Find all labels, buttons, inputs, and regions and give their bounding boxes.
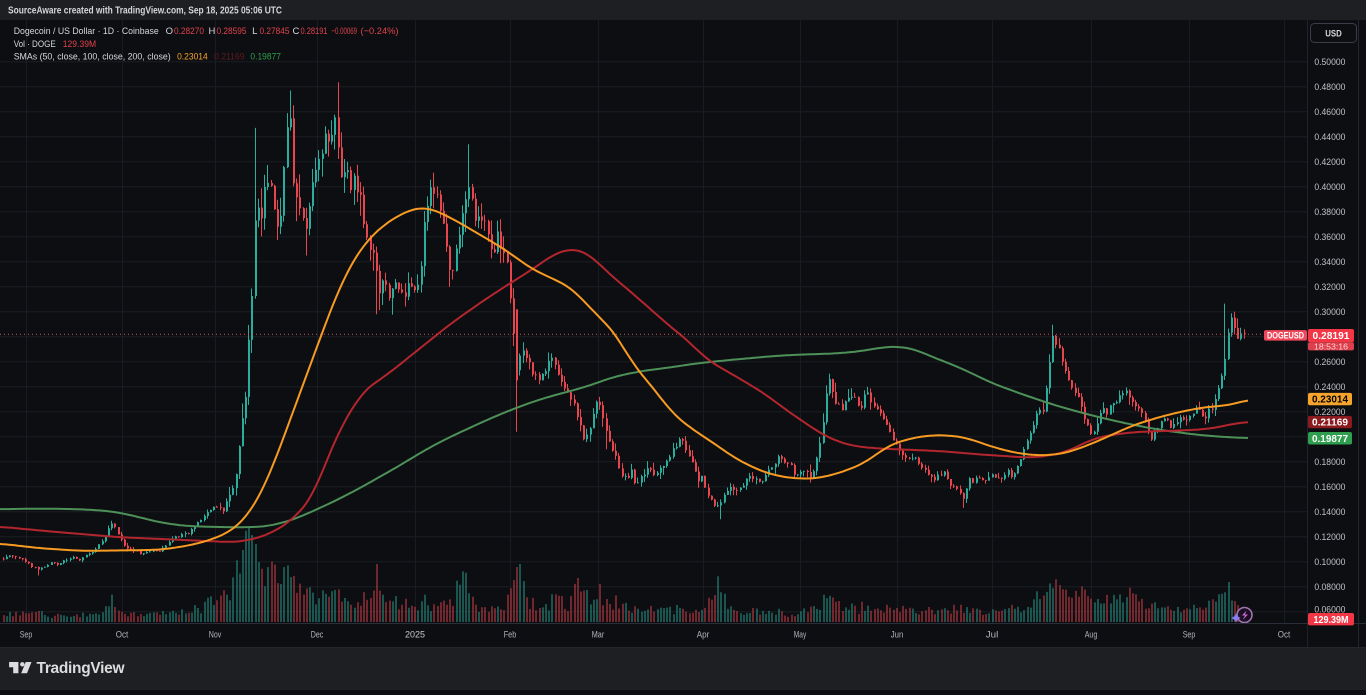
- svg-text:Dogecoin / US Dollar · 1D · Co: Dogecoin / US Dollar · 1D · Coinbase: [14, 26, 159, 37]
- svg-text:0.14000: 0.14000: [1314, 507, 1345, 518]
- svg-text:Sep: Sep: [20, 630, 33, 641]
- svg-text:0.23014: 0.23014: [1312, 395, 1348, 406]
- svg-text:0.08000: 0.08000: [1314, 582, 1345, 593]
- svg-text:0.42000: 0.42000: [1314, 157, 1345, 168]
- svg-text:0.24000: 0.24000: [1314, 382, 1345, 393]
- svg-text:Apr: Apr: [697, 630, 710, 641]
- svg-text:0.40000: 0.40000: [1314, 182, 1345, 193]
- svg-text:Aug: Aug: [1085, 630, 1098, 641]
- svg-text:0.46000: 0.46000: [1314, 107, 1345, 118]
- svg-text:0.28595: 0.28595: [217, 26, 247, 37]
- svg-text:0.28191: 0.28191: [1313, 331, 1350, 342]
- svg-text:0.34000: 0.34000: [1314, 257, 1345, 268]
- svg-text:18:53:16: 18:53:16: [1314, 341, 1348, 351]
- svg-text:0.36000: 0.36000: [1314, 232, 1345, 243]
- svg-text:Nov: Nov: [209, 630, 222, 641]
- svg-text:0.10000: 0.10000: [1314, 557, 1345, 568]
- svg-text:0.50000: 0.50000: [1314, 57, 1345, 68]
- svg-text:0.21169: 0.21169: [214, 52, 245, 63]
- svg-text:Dec: Dec: [311, 630, 324, 641]
- svg-text:Mar: Mar: [592, 630, 605, 641]
- svg-text:0.48000: 0.48000: [1314, 82, 1345, 93]
- svg-text:0.32000: 0.32000: [1314, 282, 1345, 293]
- svg-text:0.19877: 0.19877: [1312, 434, 1348, 445]
- svg-text:0.28191: 0.28191: [301, 26, 328, 37]
- svg-text:Oct: Oct: [1278, 630, 1291, 641]
- svg-text:129.39M: 129.39M: [1314, 615, 1349, 626]
- svg-text:SMAs (50, close, 100, close, 2: SMAs (50, close, 100, close, 200, close): [14, 52, 171, 63]
- svg-text:0.06000: 0.06000: [1314, 605, 1345, 616]
- svg-text:0.38000: 0.38000: [1314, 207, 1345, 218]
- svg-text:0.12000: 0.12000: [1314, 532, 1345, 543]
- svg-text:0.23014: 0.23014: [177, 52, 208, 63]
- svg-text:Vol · DOGE: Vol · DOGE: [14, 39, 56, 50]
- svg-text:H: H: [209, 26, 216, 37]
- svg-text:0.22000: 0.22000: [1314, 407, 1345, 418]
- svg-text:2025: 2025: [405, 630, 425, 641]
- svg-text:−0.00069: −0.00069: [332, 26, 358, 37]
- svg-text:Feb: Feb: [504, 630, 517, 641]
- svg-text:SourceAware created with Tradi: SourceAware created with TradingView.com…: [8, 6, 282, 17]
- svg-text:0.26000: 0.26000: [1314, 357, 1345, 368]
- svg-text:0.28270: 0.28270: [174, 26, 204, 37]
- svg-text:(−0.24%): (−0.24%): [361, 26, 399, 37]
- svg-text:Jun: Jun: [891, 630, 904, 641]
- svg-text:May: May: [794, 630, 807, 641]
- svg-text:0.30000: 0.30000: [1314, 307, 1345, 318]
- svg-text:Oct: Oct: [116, 630, 129, 641]
- svg-text:DOGEUSD: DOGEUSD: [1267, 331, 1304, 341]
- svg-text:0.16000: 0.16000: [1314, 482, 1345, 493]
- svg-text:129.39M: 129.39M: [63, 39, 96, 50]
- svg-text:O: O: [166, 26, 173, 37]
- svg-text:0.27845: 0.27845: [260, 26, 290, 37]
- svg-text:Sep: Sep: [1183, 630, 1196, 641]
- svg-text:TradingView: TradingView: [37, 660, 126, 677]
- svg-text:C: C: [293, 26, 300, 37]
- svg-text:USD: USD: [1325, 29, 1342, 40]
- svg-text:0.18000: 0.18000: [1314, 457, 1345, 468]
- svg-text:0.21169: 0.21169: [1312, 418, 1348, 429]
- svg-text:0.19877: 0.19877: [250, 52, 281, 63]
- svg-text:Jul: Jul: [986, 630, 999, 641]
- svg-text:L: L: [252, 26, 257, 37]
- svg-text:0.44000: 0.44000: [1314, 132, 1345, 143]
